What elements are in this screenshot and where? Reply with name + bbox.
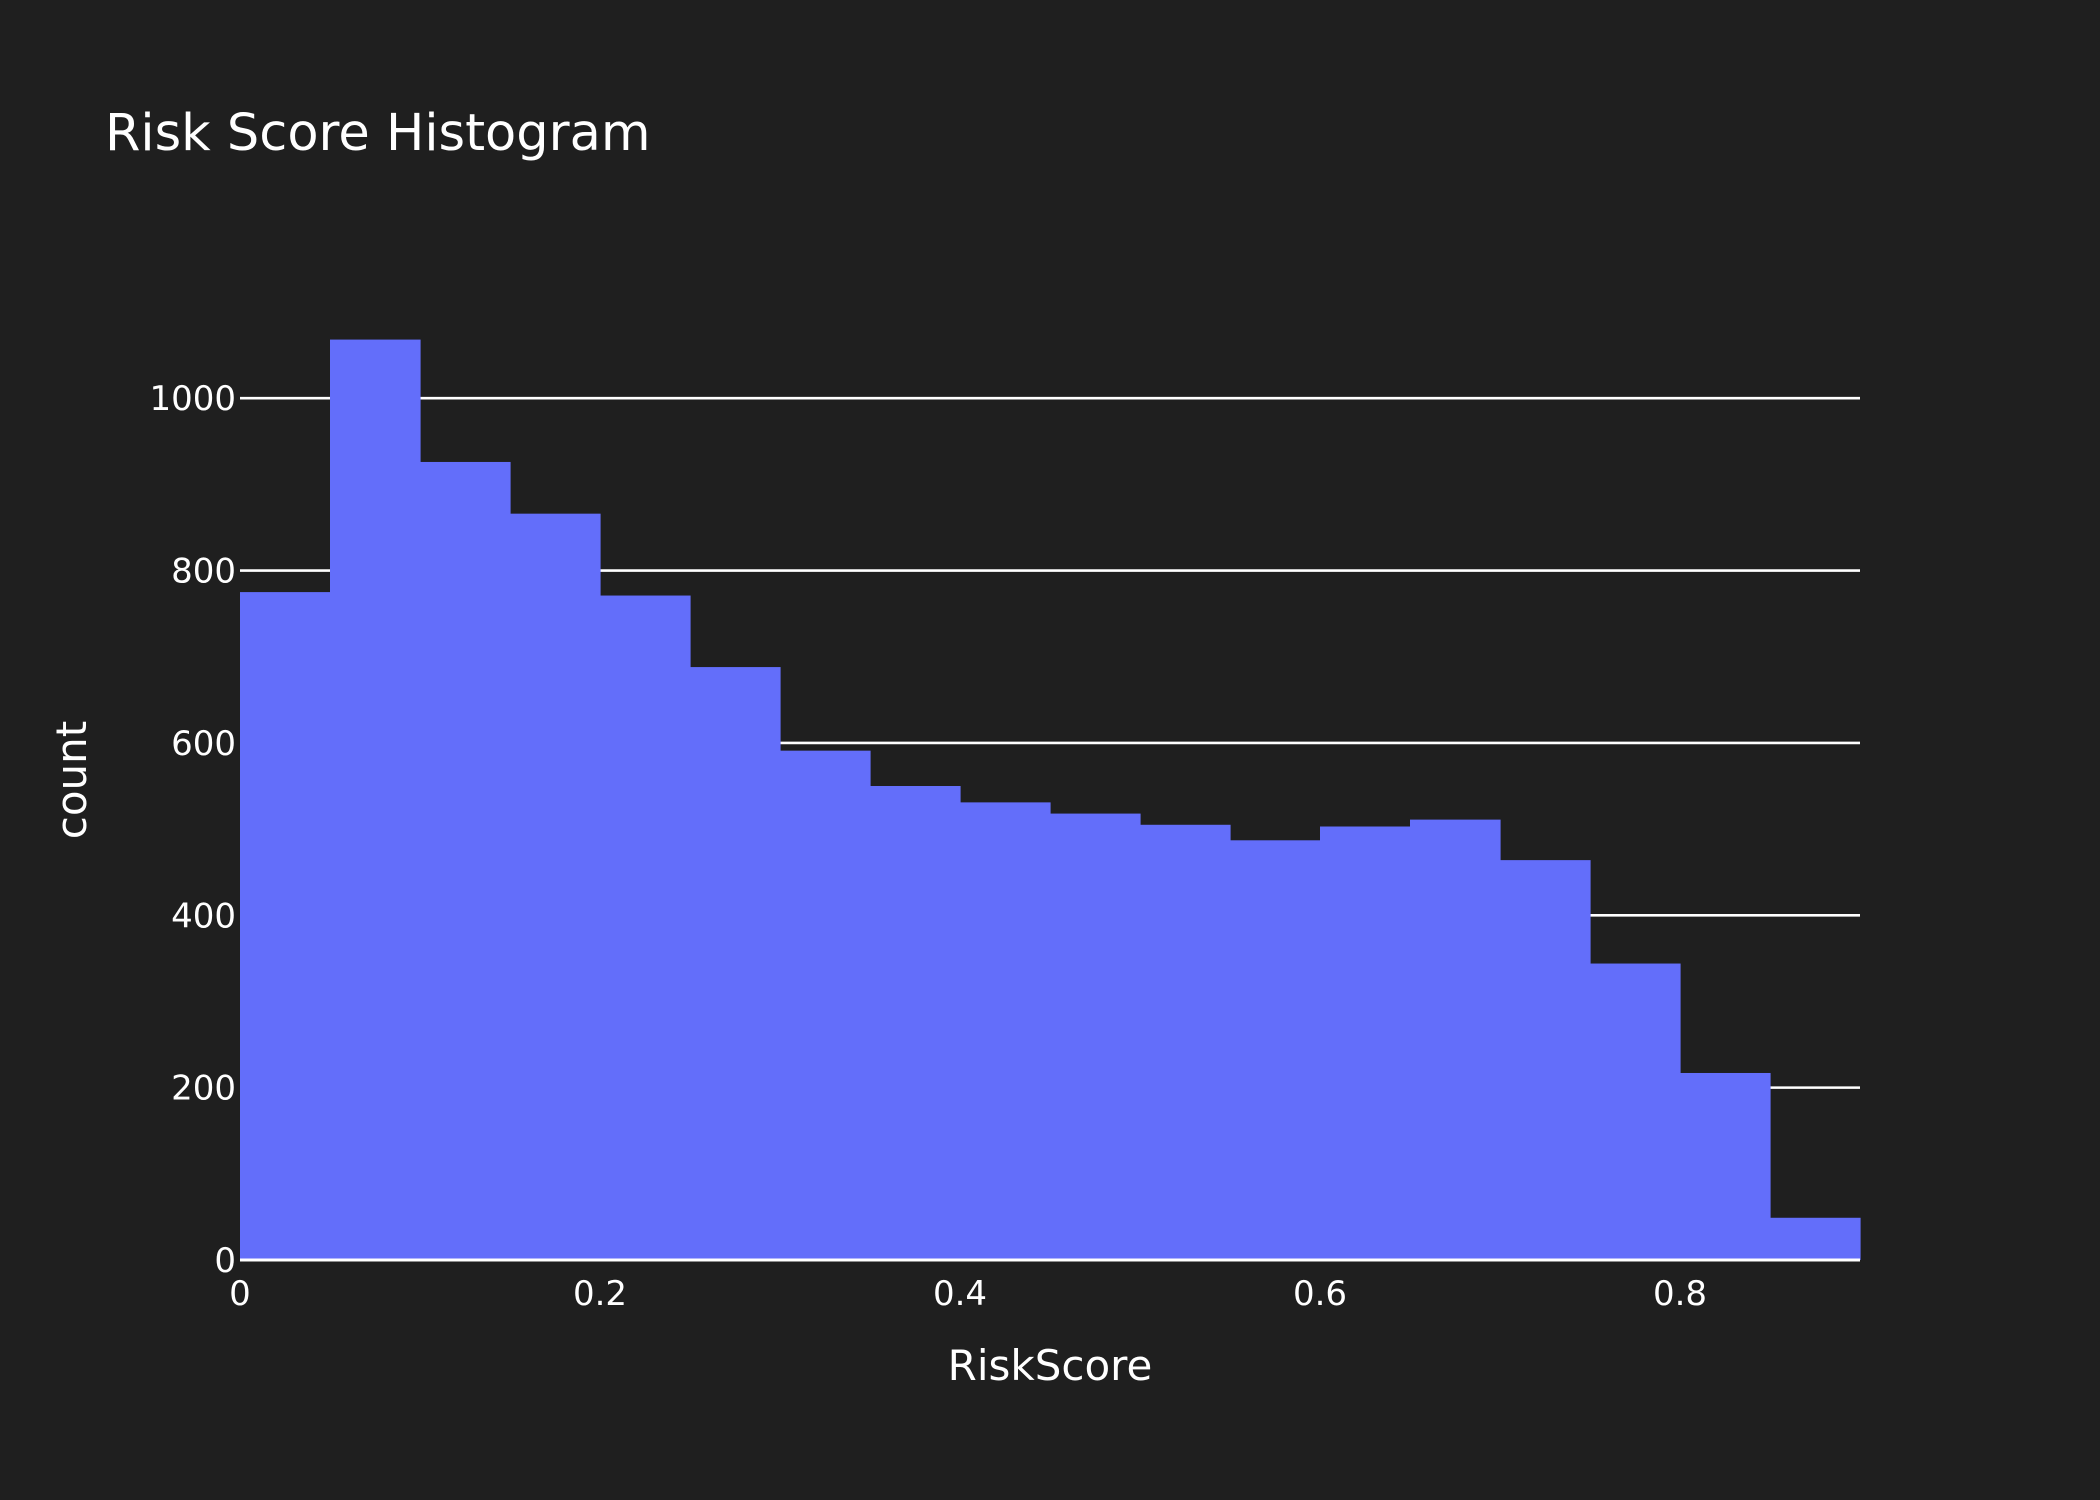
y-tick-label: 400	[171, 896, 236, 936]
histogram-bar	[1680, 1072, 1771, 1260]
x-axis-title: RiskScore	[948, 1341, 1153, 1390]
y-tick-label: 0	[214, 1241, 236, 1281]
histogram-bar	[1320, 826, 1411, 1260]
y-tick-label: 600	[171, 724, 236, 764]
histogram-bar	[420, 461, 511, 1260]
chart-title: Risk Score Histogram	[105, 104, 651, 163]
x-tick-label: 0	[229, 1274, 251, 1314]
histogram-bar	[1140, 824, 1231, 1260]
y-tick-label: 800	[171, 552, 236, 592]
histogram-bar	[1050, 813, 1141, 1260]
histogram-bar	[1410, 819, 1501, 1260]
histogram-bar	[1770, 1217, 1861, 1260]
histogram-bar	[780, 750, 871, 1260]
histogram-bar	[1590, 963, 1681, 1260]
x-tick-label: 0.4	[933, 1274, 987, 1314]
x-axis-ticks: 0 0.2 0.4 0.6 0.8	[229, 1274, 1707, 1314]
histogram-bar	[510, 513, 601, 1260]
y-axis-ticks: 0 200 400 600 800 1000	[149, 379, 236, 1281]
y-tick-label: 200	[171, 1069, 236, 1109]
x-tick-label: 0.6	[1293, 1274, 1347, 1314]
histogram-bar	[330, 339, 421, 1260]
y-tick-label: 1000	[149, 379, 236, 419]
histogram-bar	[1500, 860, 1591, 1260]
y-axis-title: count	[47, 721, 96, 840]
x-tick-label: 0.2	[573, 1274, 627, 1314]
histogram-bar	[240, 592, 331, 1260]
histogram-bar	[600, 595, 691, 1260]
histogram-bar	[1230, 840, 1321, 1260]
histogram-bar	[960, 802, 1051, 1260]
histogram-bar	[690, 667, 781, 1260]
histogram-bar	[870, 786, 961, 1260]
histogram-bars	[240, 339, 1861, 1260]
x-tick-label: 0.8	[1653, 1274, 1707, 1314]
